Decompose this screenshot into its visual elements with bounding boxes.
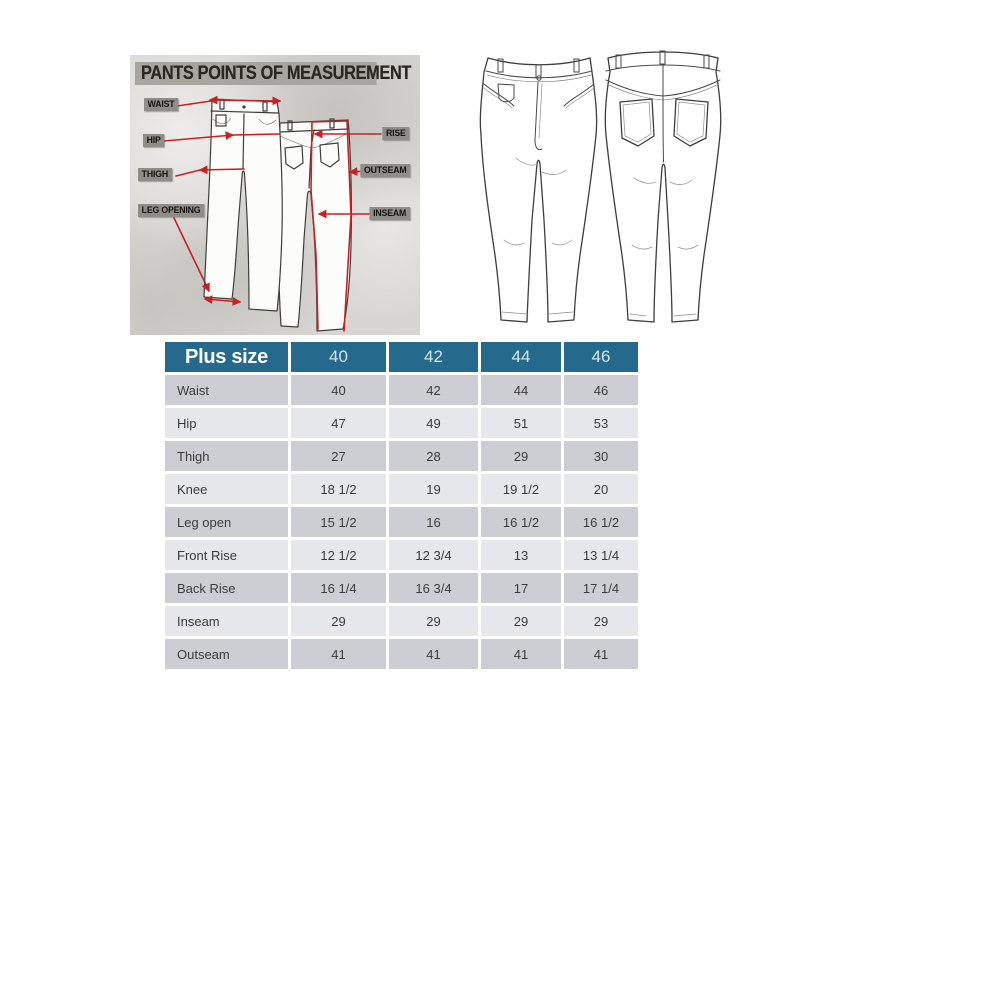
rise-label: RISE [381,127,409,140]
cell-value: 29 [389,606,478,636]
cell-value: 47 [291,408,386,438]
cell-value: 40 [291,375,386,405]
cell-value: 41 [291,639,386,669]
cell-value: 20 [564,474,638,504]
cell-value: 15 1/2 [291,507,386,537]
cell-value: 27 [291,441,386,471]
thigh-label: THIGH [138,168,172,181]
cell-value: 44 [481,375,561,405]
cell-value: 41 [481,639,561,669]
back-pants-sketch [277,118,352,332]
measurement-sketch-graphic [163,95,382,332]
size-column-header-44: 44 [481,342,561,372]
row-label-waist: Waist [165,375,288,405]
cell-value: 16 1/4 [291,573,386,603]
row-label-outseam: Outseam [165,639,288,669]
cell-value: 30 [564,441,638,471]
jeans-technical-flats [474,40,726,340]
cell-value: 28 [389,441,478,471]
row-label-hip: Hip [165,408,288,438]
cell-value: 49 [389,408,478,438]
cell-value: 12 1/2 [291,540,386,570]
cell-value: 17 1/4 [564,573,638,603]
jeans-back-flat [604,50,722,323]
front-pants-sketch [203,98,283,312]
row-label-back-rise: Back Rise [165,573,288,603]
row-label-leg-open: Leg open [165,507,288,537]
diagram-title: PANTS POINTS OF MEASUREMENT [135,62,411,85]
jeans-flats-graphic [479,50,722,323]
row-label-thigh: Thigh [165,441,288,471]
cell-value: 16 1/2 [564,507,638,537]
cell-value: 16 3/4 [389,573,478,603]
cell-value: 29 [481,441,561,471]
row-label-knee: Knee [165,474,288,504]
jeans-front-flat [479,57,598,323]
cell-value: 29 [481,606,561,636]
cell-value: 29 [291,606,386,636]
cell-value: 41 [389,639,478,669]
row-label-inseam: Inseam [165,606,288,636]
outseam-label: OUTSEAM [360,164,410,177]
size-column-header-40: 40 [291,342,386,372]
row-label-front-rise: Front Rise [165,540,288,570]
cell-value: 53 [564,408,638,438]
cell-value: 42 [389,375,478,405]
cell-value: 46 [564,375,638,405]
cell-value: 17 [481,573,561,603]
hip-label: HIP [143,134,165,147]
cell-value: 13 [481,540,561,570]
cell-value: 51 [481,408,561,438]
cell-value: 41 [564,639,638,669]
leg-opening-label: LEG OPENING [138,204,205,217]
cell-value: 16 [389,507,478,537]
measurement-lines [163,95,382,332]
waist-label: WAIST [144,98,179,111]
size-chart-grid: Plus size 40 42 44 46 Waist 40 42 44 46 Hip 47 49 51 5… [165,342,638,669]
size-column-header-46: 46 [564,342,638,372]
size-column-header-42: 42 [389,342,478,372]
cell-value: 19 [389,474,478,504]
cell-value: 19 1/2 [481,474,561,504]
inseam-label: INSEAM [369,207,410,220]
cell-value: 13 1/4 [564,540,638,570]
size-chart-header-label: Plus size [165,342,288,372]
cell-value: 16 1/2 [481,507,561,537]
size-chart-table: Plus size 40 42 44 46 Waist 40 42 44 46 Hip 47 49 51 5… [165,342,638,669]
cell-value: 12 3/4 [389,540,478,570]
pants-measurement-diagram: PANTS POINTS OF MEASUREMENT WAIST HIP TH… [130,55,420,335]
cell-value: 18 1/2 [291,474,386,504]
cell-value: 29 [564,606,638,636]
